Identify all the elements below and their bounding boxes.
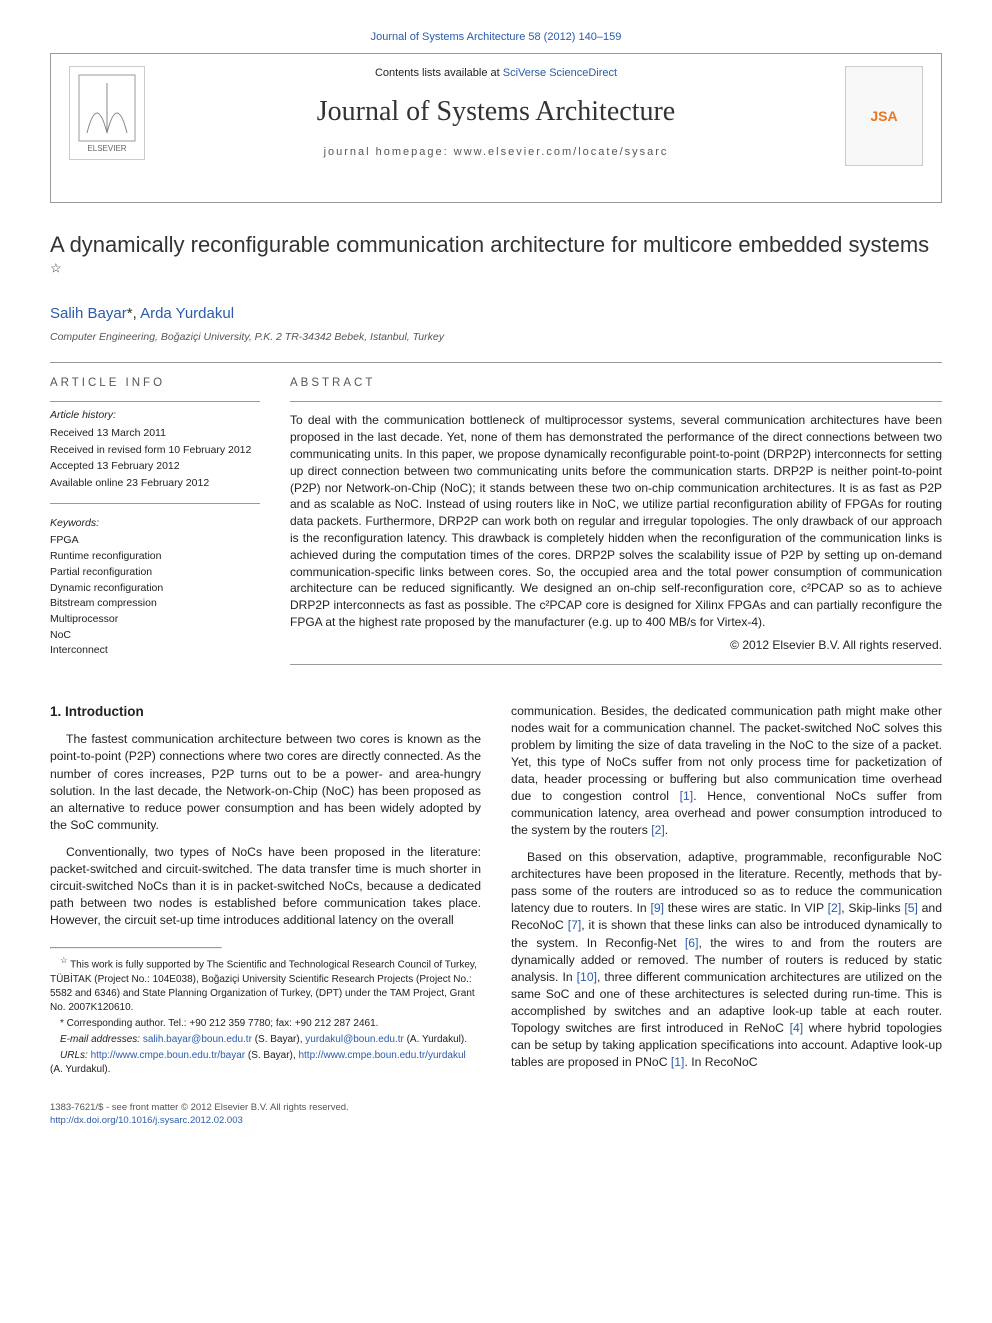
author-list: Salih Bayar*, Arda Yurdakul: [50, 303, 942, 324]
footnote-text: (A. Yurdakul).: [404, 1034, 467, 1045]
article-info-block: article info Article history: Received 1…: [50, 375, 260, 674]
footnote-emails: E-mail addresses: salih.bayar@boun.edu.t…: [50, 1033, 481, 1047]
contents-prefix: Contents lists available at: [375, 67, 503, 79]
citation-ref[interactable]: [9]: [650, 901, 664, 915]
citation-ref[interactable]: [7]: [568, 918, 582, 932]
footnote-corresponding: * Corresponding author. Tel.: +90 212 35…: [50, 1017, 481, 1031]
keywords-label: Keywords:: [50, 516, 260, 531]
journal-homepage: journal homepage: www.elsevier.com/locat…: [169, 145, 823, 160]
section-divider: [50, 362, 942, 363]
citation-ref[interactable]: [2]: [828, 901, 842, 915]
author-url-2[interactable]: http://www.cmpe.boun.edu.tr/yurdakul: [298, 1050, 465, 1061]
para: communication. Besides, the dedicated co…: [511, 703, 942, 840]
para-text: , Skip-links: [841, 901, 904, 915]
footnote-text: This work is fully supported by The Scie…: [50, 960, 477, 1013]
contents-lists-line: Contents lists available at SciVerse Sci…: [169, 66, 823, 81]
abstract-text: To deal with the communication bottlenec…: [290, 412, 942, 630]
citation-ref[interactable]: [5]: [904, 901, 918, 915]
abstract-block: abstract To deal with the communication …: [290, 375, 942, 674]
footnote-urls: URLs: http://www.cmpe.boun.edu.tr/bayar …: [50, 1049, 481, 1077]
para-text: . In RecoNoC: [684, 1055, 757, 1069]
journal-header: ELSEVIER JSA Contents lists available at…: [50, 53, 942, 203]
revised-date: Received in revised form 10 February 201…: [50, 443, 260, 458]
keyword: Bitstream compression: [50, 596, 260, 611]
citation-ref[interactable]: [10]: [577, 970, 597, 984]
sciencedirect-link[interactable]: SciVerse ScienceDirect: [503, 67, 617, 79]
affiliation: Computer Engineering, Boğaziçi Universit…: [50, 330, 942, 345]
email-link-2[interactable]: yurdakul@boun.edu.tr: [305, 1034, 404, 1045]
cover-abbrev: JSA: [870, 107, 897, 127]
homepage-prefix: journal homepage:: [324, 146, 454, 158]
front-matter-footer: 1383-7621/$ - see front matter © 2012 El…: [50, 1101, 942, 1128]
history-label: Article history:: [50, 408, 260, 423]
publisher-logo: ELSEVIER: [69, 66, 145, 160]
citation-ref[interactable]: [6]: [685, 936, 699, 950]
keyword: NoC: [50, 628, 260, 643]
email-link-1[interactable]: salih.bayar@boun.edu.tr: [143, 1034, 252, 1045]
article-info-heading: article info: [50, 375, 260, 391]
author-separator: ,: [133, 305, 141, 322]
citation-line: Journal of Systems Architecture 58 (2012…: [50, 30, 942, 45]
abstract-heading: abstract: [290, 375, 942, 391]
online-date: Available online 23 February 2012: [50, 476, 260, 491]
body-col-left: 1. Introduction The fastest communicatio…: [50, 703, 481, 1082]
keyword: Interconnect: [50, 643, 260, 658]
journal-name: Journal of Systems Architecture: [169, 92, 823, 131]
footnote-label: E-mail addresses:: [60, 1034, 143, 1045]
publisher-name: ELSEVIER: [87, 143, 126, 154]
accepted-date: Accepted 13 February 2012: [50, 459, 260, 474]
doi-link[interactable]: http://dx.doi.org/10.1016/j.sysarc.2012.…: [50, 1115, 243, 1126]
keyword: Partial reconfiguration: [50, 565, 260, 580]
body-col-right: communication. Besides, the dedicated co…: [511, 703, 942, 1082]
para: Based on this observation, adaptive, pro…: [511, 849, 942, 1071]
author-link-1[interactable]: Salih Bayar: [50, 305, 127, 322]
citation-ref[interactable]: [1]: [680, 789, 694, 803]
keyword: Runtime reconfiguration: [50, 549, 260, 564]
journal-cover-thumb: JSA: [845, 66, 923, 166]
title-text: A dynamically reconfigurable communicati…: [50, 232, 929, 257]
title-footnote-marker: ☆: [50, 261, 62, 276]
keyword: Dynamic reconfiguration: [50, 581, 260, 596]
footnote-separator: [50, 947, 222, 949]
keyword: FPGA: [50, 533, 260, 548]
front-matter-line: 1383-7621/$ - see front matter © 2012 El…: [50, 1101, 942, 1114]
footnote-text: (S. Bayar),: [245, 1050, 298, 1061]
keyword: Multiprocessor: [50, 612, 260, 627]
footnote-text: Corresponding author. Tel.: +90 212 359 …: [64, 1018, 379, 1029]
para: The fastest communication architecture b…: [50, 731, 481, 833]
citation-ref[interactable]: [1]: [671, 1055, 685, 1069]
para: Conventionally, two types of NoCs have b…: [50, 844, 481, 929]
homepage-url: www.elsevier.com/locate/sysarc: [454, 146, 669, 158]
article-title: A dynamically reconfigurable communicati…: [50, 231, 942, 288]
citation-ref[interactable]: [4]: [790, 1021, 804, 1035]
footnote-funding: ☆ This work is fully supported by The Sc…: [50, 955, 481, 1014]
footnote-text: (A. Yurdakul).: [50, 1064, 110, 1075]
section-heading: 1. Introduction: [50, 703, 481, 722]
para-text: .: [665, 823, 668, 837]
author-url-1[interactable]: http://www.cmpe.boun.edu.tr/bayar: [91, 1050, 246, 1061]
para-text: these wires are static. In VIP: [664, 901, 828, 915]
footnote-text: (S. Bayar),: [252, 1034, 305, 1045]
abstract-copyright: © 2012 Elsevier B.V. All rights reserved…: [290, 637, 942, 654]
received-date: Received 13 March 2011: [50, 426, 260, 441]
citation-ref[interactable]: [2]: [651, 823, 665, 837]
footnote-label: URLs:: [60, 1050, 91, 1061]
author-link-2[interactable]: Arda Yurdakul: [140, 305, 234, 322]
